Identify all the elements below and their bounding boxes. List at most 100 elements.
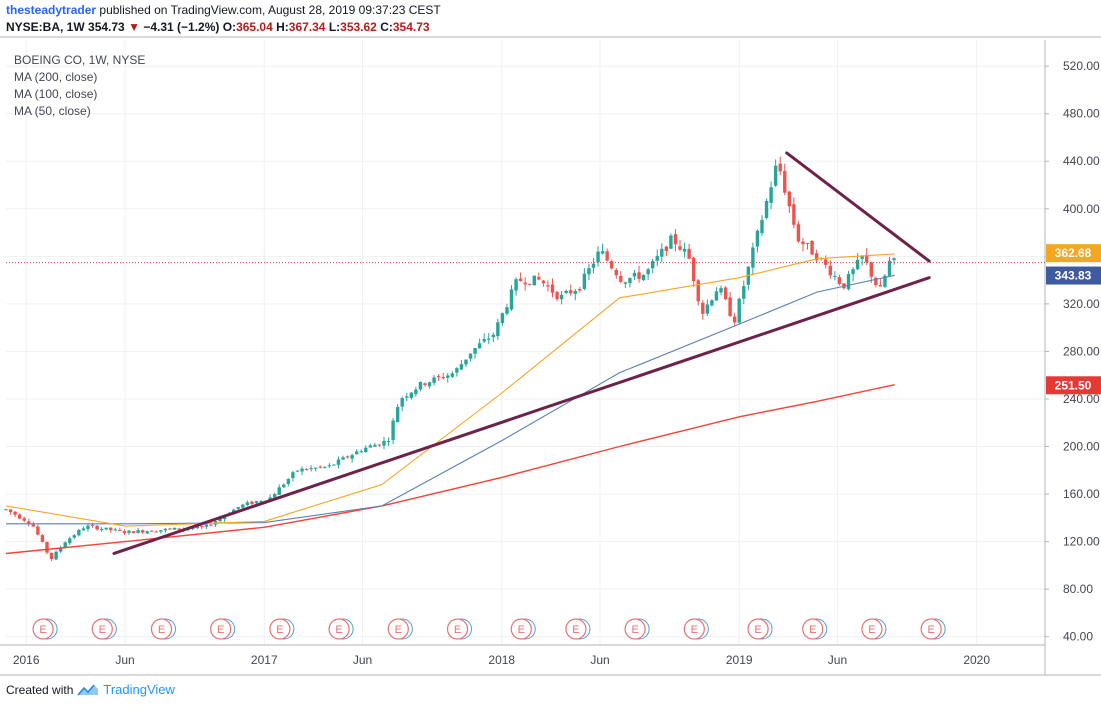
candle-body [113,529,117,531]
candle-body [446,375,450,378]
candle-body [241,504,245,508]
candle-body [814,253,819,261]
candle-body [696,280,700,302]
price-badge [1046,266,1101,285]
candle-body [701,302,705,314]
candle-body [58,547,63,552]
created-with-text: Created with [6,682,74,697]
candle-body [828,265,833,276]
x-tick-label: Jun [115,653,134,667]
x-tick-label: 2017 [251,653,278,667]
candle-body [628,278,632,284]
earnings-event-label: E [39,624,46,636]
y-tick-label: 520.00 [1063,59,1100,73]
ma200-line [5,384,895,555]
resistance-trendline [785,151,931,263]
earnings-event-marker [565,618,587,640]
y-tick-label: 160.00 [1063,487,1100,501]
candle-body [341,457,345,460]
candle-body [77,529,81,536]
candle-body [168,528,172,530]
y-tick-label: 440.00 [1063,154,1100,168]
candle-body [455,368,459,373]
candle-body [833,275,837,277]
candle-body [532,275,536,286]
earnings-event-label: E [518,624,525,636]
candle-body [637,272,641,279]
candle-body [719,288,723,293]
candle-body [40,535,45,542]
candle-body [669,235,673,249]
candle-body [883,275,887,287]
candle-body [140,530,145,533]
earnings-event-marker [269,618,291,640]
low-label: L: [328,20,341,34]
earnings-event-label: E [754,624,761,636]
candle-body [441,377,445,379]
candle-body [409,392,414,398]
candle-body [395,407,400,423]
candle-body [464,359,468,365]
earnings-event-label: E [99,624,106,636]
candle-body [518,278,523,282]
y-tick-label: 200.00 [1063,440,1100,454]
legend-ma200[interactable]: MA (200, close) [14,70,98,84]
x-tick-label: 2019 [726,653,753,667]
down-arrow-icon: ▼ [128,20,140,34]
earnings-event-marker [32,618,54,640]
candle-body [737,298,741,323]
candle-body [783,171,787,193]
candle-body [619,275,623,282]
high-value: 367.34 [288,20,326,34]
footer: Created with TradingView [6,682,175,697]
open-value: 365.04 [236,20,273,34]
candle-body [250,501,254,504]
candle-body [705,304,710,314]
candle-body [90,524,95,526]
candle-body [505,307,509,314]
candle-body [773,165,778,186]
candle-body [81,528,86,531]
candle-body [36,526,40,535]
tradingview-brand[interactable]: TradingView [103,682,175,697]
candle-body [391,420,395,440]
legend-ma50[interactable]: MA (50, close) [14,104,91,118]
candle-body [660,248,664,257]
candle-body [687,248,691,259]
y-tick-label: 400.00 [1063,202,1100,216]
earnings-event-marker [328,618,350,640]
candle-body [787,191,792,207]
y-tick-label: 240.00 [1063,392,1100,406]
candle-body [892,258,896,261]
candle-body [286,478,291,485]
candle-body [254,501,259,504]
candle-body [641,274,646,281]
publish-info: thesteadytrader published on TradingView… [6,2,441,18]
candle-body [869,262,873,277]
low-value: 353.62 [340,20,377,34]
candle-body [354,451,359,455]
chart-legend: BOEING CO, 1W, NYSE MA (200, close) MA (… [14,52,145,120]
author-name[interactable]: thesteadytrader [6,3,97,17]
price-badge [1046,244,1101,263]
price-badge-label: 343.83 [1055,269,1092,283]
y-tick-label: 280.00 [1063,344,1100,358]
earnings-event-marker [747,618,769,640]
candle-body [564,290,568,293]
candle-body [432,377,436,383]
y-tick-label: 120.00 [1063,535,1100,549]
candle-body [646,269,650,275]
candle-body [678,246,682,250]
candle-body [327,465,332,467]
legend-ma100[interactable]: MA (100, close) [14,87,98,101]
candle-body [874,277,878,286]
earnings-event-marker [387,618,409,640]
candle-body [272,494,277,498]
candle-body [336,459,341,465]
candle-body [810,241,814,255]
candle-body [673,234,678,245]
close-value: 354.73 [392,20,430,34]
candle-body [514,279,518,291]
earnings-event-marker [210,618,232,640]
